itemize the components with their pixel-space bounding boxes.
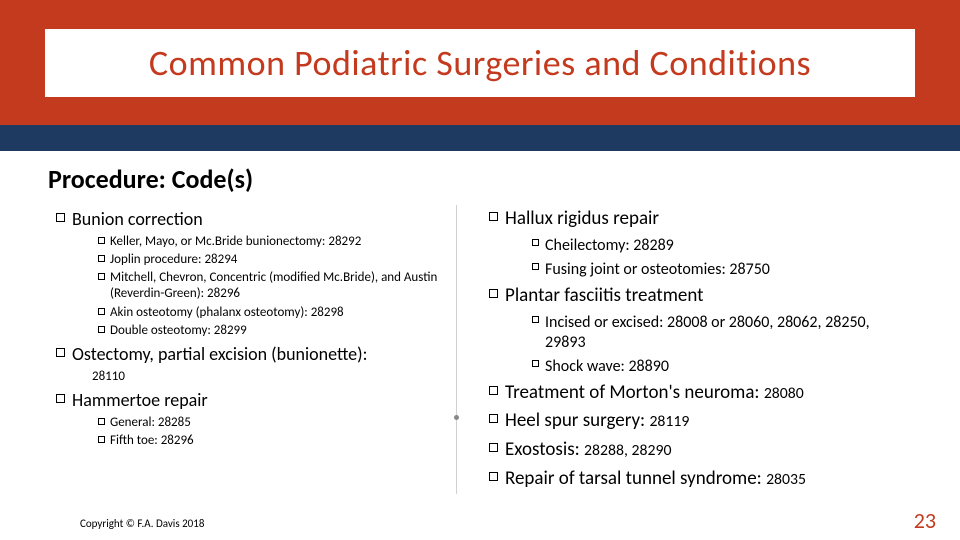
square-icon (525, 313, 545, 323)
ostectomy-label: Ostectomy, partial excision (bunionette)… (72, 344, 446, 366)
bunion-item-text: Joplin procedure: 28294 (110, 252, 446, 268)
plantar-item-text: Shock wave: 28890 (545, 357, 912, 377)
exostosis: Exostosis: 28288, 28290 (481, 436, 912, 465)
left-column: Bunion correction Keller, Mayo, or Mc.Br… (48, 205, 456, 494)
page-number: 23 (914, 507, 936, 534)
square-icon (525, 260, 545, 270)
heelspur-code: 28119 (649, 412, 689, 431)
exostosis-code: 28288, 28290 (584, 441, 671, 460)
hammertoe: Hammertoe repair (48, 386, 446, 414)
subheading: Procedure: Code(s) (0, 151, 960, 205)
footer-copyright: Copyright © F.A. Davis 2018 (80, 517, 204, 530)
hallux-item-text: Fusing joint or osteotomies: 28750 (545, 260, 912, 280)
square-icon (525, 236, 545, 246)
square-icon (525, 357, 545, 367)
plantar-item: Shock wave: 28890 (481, 355, 912, 379)
hammertoe-item-text: General: 28285 (110, 415, 446, 431)
bunion-item: Keller, Mayo, or Mc.Bride bunionectomy: … (48, 233, 446, 251)
square-icon (48, 390, 72, 403)
ostectomy-code-row: 28110 (48, 368, 446, 386)
square-icon (481, 410, 505, 423)
square-icon (48, 344, 72, 357)
square-icon (481, 285, 505, 298)
bunion-item-text: Akin osteotomy (phalanx osteotomy): 2829… (110, 305, 446, 321)
square-icon (481, 439, 505, 452)
slide: Common Podiatric Surgeries and Condition… (0, 0, 960, 540)
slide-title: Common Podiatric Surgeries and Condition… (149, 41, 811, 85)
plantar-fasciitis: Plantar fasciitis treatment (481, 282, 912, 311)
hammertoe-item-text: Fifth toe: 28296 (110, 433, 446, 449)
bunion-item-text: Keller, Mayo, or Mc.Bride bunionectomy: … (110, 234, 446, 250)
bunion-item: Joplin procedure: 28294 (48, 251, 446, 269)
tarsal-text: Repair of tarsal tunnel syndrome: 28035 (505, 468, 912, 491)
hammertoe-label: Hammertoe repair (72, 390, 446, 412)
content: Bunion correction Keller, Mayo, or Mc.Br… (0, 205, 960, 494)
bunion-label: Bunion correction (72, 209, 446, 231)
bunion-item: Double osteotomy: 28299 (48, 322, 446, 340)
tarsal-code: 28035 (766, 470, 806, 489)
right-column: Hallux rigidus repair Cheilectomy: 28289… (456, 205, 912, 494)
bunion-item: Mitchell, Chevron, Concentric (modified … (48, 269, 446, 304)
square-icon (92, 270, 110, 280)
exostosis-label: Exostosis: (505, 438, 580, 461)
heel-spur: Heel spur surgery: 28119 (481, 407, 912, 436)
hammertoe-item: General: 28285 (48, 414, 446, 432)
hammertoe-item: Fifth toe: 28296 (48, 432, 446, 450)
navy-bar (0, 125, 960, 151)
square-icon (92, 252, 110, 262)
plantar-label: Plantar fasciitis treatment (505, 285, 912, 308)
square-icon (92, 323, 110, 333)
hallux-rigidus: Hallux rigidus repair (481, 205, 912, 234)
square-icon (92, 433, 110, 443)
morton-label: Treatment of Morton's neuroma: (505, 381, 760, 404)
ostectomy-code: 28110 (92, 369, 446, 385)
square-icon (481, 382, 505, 395)
ostectomy: Ostectomy, partial excision (bunionette)… (48, 340, 446, 368)
heelspur-label: Heel spur surgery: (505, 409, 645, 432)
hallux-item: Cheilectomy: 28289 (481, 234, 912, 258)
heelspur-text: Heel spur surgery: 28119 (505, 410, 912, 433)
hallux-item: Fusing joint or osteotomies: 28750 (481, 258, 912, 282)
bunion-correction: Bunion correction (48, 205, 446, 233)
square-icon (481, 208, 505, 221)
exostosis-text: Exostosis: 28288, 28290 (505, 439, 912, 462)
tarsal-tunnel: Repair of tarsal tunnel syndrome: 28035 (481, 465, 912, 494)
square-icon (92, 234, 110, 244)
tarsal-label: Repair of tarsal tunnel syndrome: (505, 467, 762, 490)
divider-dot-icon (454, 415, 459, 420)
morton-neuroma: Treatment of Morton's neuroma: 28080 (481, 379, 912, 408)
square-icon (92, 305, 110, 315)
plantar-item-text: Incised or excised: 28008 or 28060, 2806… (545, 313, 912, 353)
bunion-item-text: Mitchell, Chevron, Concentric (modified … (110, 270, 446, 303)
plantar-item: Incised or excised: 28008 or 28060, 2806… (481, 311, 912, 355)
morton-code: 28080 (764, 384, 804, 403)
square-icon (48, 209, 72, 222)
square-icon (481, 468, 505, 481)
bunion-item: Akin osteotomy (phalanx osteotomy): 2829… (48, 304, 446, 322)
hallux-item-text: Cheilectomy: 28289 (545, 236, 912, 256)
hallux-label: Hallux rigidus repair (505, 208, 912, 231)
title-inner: Common Podiatric Surgeries and Condition… (45, 29, 915, 97)
title-bar: Common Podiatric Surgeries and Condition… (0, 0, 960, 125)
bunion-item-text: Double osteotomy: 28299 (110, 323, 446, 339)
square-icon (92, 415, 110, 425)
morton-text: Treatment of Morton's neuroma: 28080 (505, 382, 912, 405)
